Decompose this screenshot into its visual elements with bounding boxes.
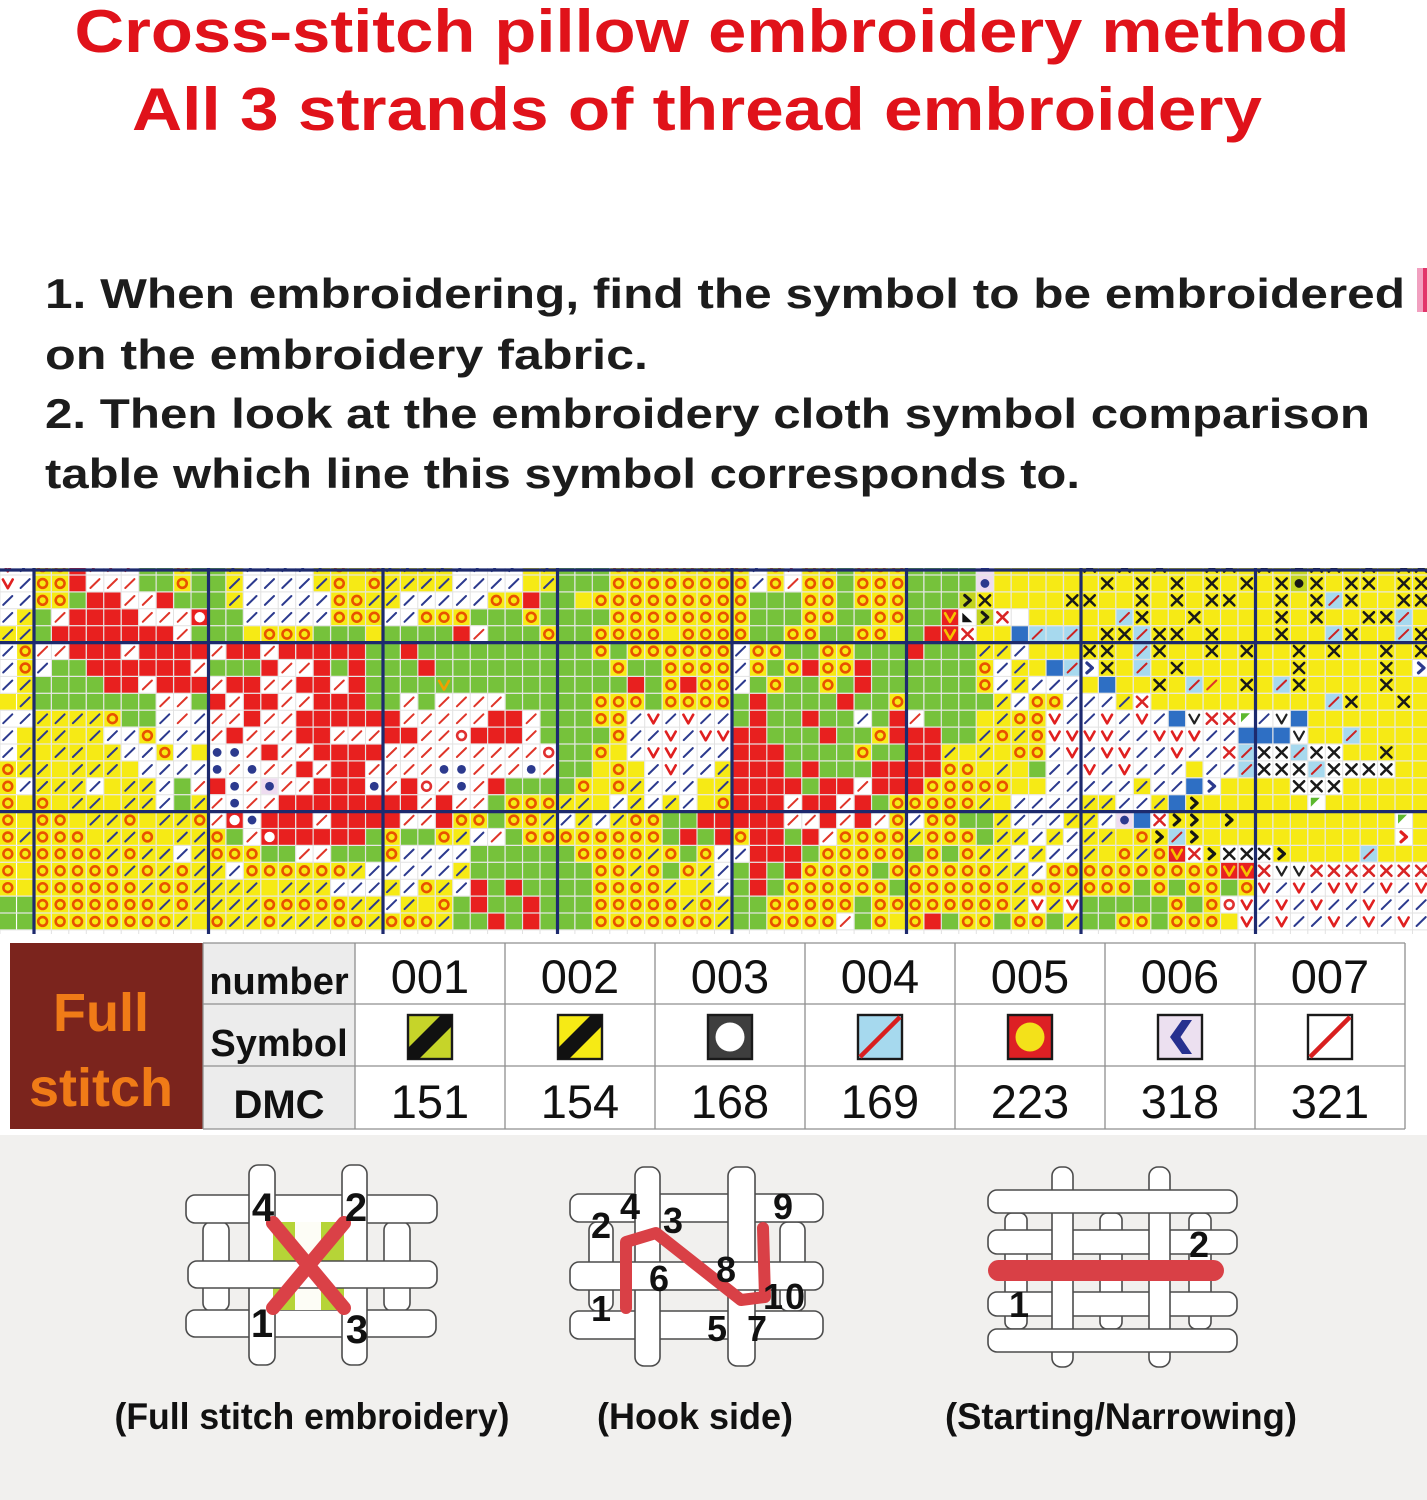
- svg-text:8: 8: [716, 1249, 736, 1290]
- svg-text:2: 2: [345, 1186, 367, 1230]
- svg-text:002: 002: [541, 950, 619, 1003]
- svg-text:0: 0: [785, 1276, 805, 1317]
- svg-text:006: 006: [1141, 950, 1219, 1003]
- svg-text:6: 6: [649, 1258, 669, 1299]
- svg-text:2: 2: [591, 1205, 611, 1246]
- svg-text:318: 318: [1141, 1075, 1219, 1128]
- svg-text:Cross-stitch pillow embroidery: Cross-stitch pillow embroidery method: [75, 0, 1350, 65]
- svg-text:3: 3: [663, 1200, 683, 1241]
- svg-text:5: 5: [707, 1308, 727, 1349]
- svg-text:4: 4: [620, 1186, 640, 1227]
- svg-text:151: 151: [391, 1075, 469, 1128]
- svg-text:(Full stitch embroidery): (Full stitch embroidery): [115, 1396, 510, 1437]
- svg-text:table which line this symbol c: table which line this symbol corresponds…: [45, 450, 1080, 497]
- svg-text:001: 001: [391, 950, 469, 1003]
- svg-text:169: 169: [841, 1075, 919, 1128]
- svg-text:321: 321: [1291, 1075, 1369, 1128]
- svg-text:004: 004: [841, 950, 919, 1003]
- svg-text:2: 2: [1189, 1224, 1209, 1265]
- svg-text:223: 223: [991, 1075, 1069, 1128]
- svg-text:(Starting/Narrowing): (Starting/Narrowing): [945, 1396, 1297, 1437]
- svg-text:7: 7: [747, 1308, 767, 1349]
- svg-text:1. When embroidering, find the: 1. When embroidering, find the symbol to…: [45, 270, 1405, 317]
- svg-text:(Hook side): (Hook side): [597, 1396, 793, 1437]
- svg-text:3: 3: [346, 1308, 368, 1352]
- svg-text:1: 1: [251, 1302, 273, 1346]
- svg-text:1: 1: [763, 1276, 783, 1317]
- svg-text:007: 007: [1291, 950, 1369, 1003]
- svg-text:Symbol: Symbol: [210, 1023, 347, 1065]
- svg-text:Full: Full: [53, 983, 149, 1043]
- svg-text:1: 1: [591, 1288, 611, 1329]
- svg-text:168: 168: [691, 1075, 769, 1128]
- svg-text:9: 9: [773, 1186, 793, 1227]
- svg-text:005: 005: [991, 950, 1069, 1003]
- svg-text:4: 4: [252, 1186, 275, 1230]
- svg-text:003: 003: [691, 950, 769, 1003]
- svg-text:154: 154: [541, 1075, 619, 1128]
- svg-text:number: number: [209, 961, 349, 1003]
- svg-text:on the embroidery fabric.: on the embroidery fabric.: [45, 331, 648, 378]
- svg-text:DMC: DMC: [233, 1083, 324, 1127]
- svg-text:stitch: stitch: [29, 1058, 173, 1118]
- svg-text:1: 1: [1009, 1284, 1029, 1325]
- svg-text:2. Then look at the embroidery: 2. Then look at the embroidery cloth sym…: [45, 390, 1370, 437]
- svg-text:All 3 strands of thread embroi: All 3 strands of thread embroidery: [132, 76, 1263, 143]
